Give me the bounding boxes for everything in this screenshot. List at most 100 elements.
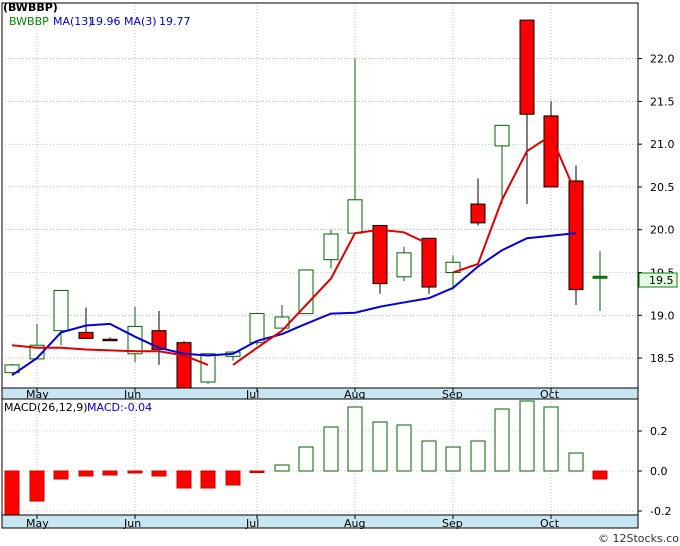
candle	[200, 353, 216, 384]
watermark: © 12Stocks.com	[598, 532, 680, 545]
macd-tick-label: 0.0	[650, 465, 668, 478]
ma3-line	[11, 344, 209, 366]
macd-bar	[225, 470, 241, 486]
candle	[396, 246, 412, 282]
macd-bar	[396, 424, 412, 472]
price-tick-label: 21.0	[650, 138, 675, 151]
candle	[53, 289, 69, 346]
candle	[347, 58, 363, 234]
month-label: May	[26, 388, 49, 401]
month-label: Jul	[245, 388, 259, 401]
candle	[372, 224, 388, 294]
candle-body	[151, 330, 167, 350]
ma13-line	[11, 232, 577, 376]
price-tag: 19.5	[649, 274, 674, 287]
candle-body	[323, 233, 339, 261]
legend-ma3-label: MA(3)	[124, 15, 157, 28]
macd-label: MACD(26,12,9)	[4, 401, 88, 414]
candle-body	[421, 237, 437, 288]
candle	[102, 337, 118, 342]
candle	[323, 229, 339, 269]
candle	[249, 313, 265, 346]
candle-body	[4, 364, 20, 374]
macd-bar	[323, 426, 339, 472]
month-label: Oct	[540, 388, 560, 401]
price-plot-frame	[1, 2, 639, 389]
macd-month-label: Sep	[442, 517, 463, 530]
candle	[78, 307, 94, 340]
macd-bar	[494, 408, 510, 472]
macd-tick-label: 0.2	[650, 425, 668, 438]
macd-bar	[519, 400, 535, 472]
candle-body	[519, 19, 535, 115]
candle	[151, 311, 167, 365]
macd-bar	[372, 421, 388, 472]
month-label: Sep	[442, 388, 463, 401]
candle	[470, 178, 486, 226]
price-tag-box	[638, 272, 678, 288]
price-tick-label: 18.5	[650, 352, 675, 365]
month-label: Jun	[123, 388, 141, 401]
macd-month-label: Aug	[344, 517, 365, 530]
macd-bar	[53, 470, 69, 480]
candle-body	[102, 338, 118, 342]
macd-bar	[470, 440, 486, 472]
candle-body	[200, 353, 216, 383]
price-tick-label: 20.0	[650, 224, 675, 237]
macd-bar	[568, 452, 584, 472]
candle-body	[372, 224, 388, 285]
macd-bar	[176, 470, 192, 489]
candle-body	[494, 124, 510, 147]
candle-body	[543, 115, 559, 188]
macd-month-label: May	[26, 517, 49, 530]
price-panel: 18.5 19.0 19.5 20.0 20.5 21.0 21.5 22.0 May Jun Ju…	[1, 2, 675, 401]
ma3-line	[452, 134, 577, 274]
candle	[519, 19, 535, 205]
price-tick-label: 20.5	[650, 181, 675, 194]
price-tick-label: 21.5	[650, 95, 675, 108]
month-label: Aug	[344, 388, 365, 401]
legend-ma13-value: 19.96	[89, 15, 121, 28]
macd-bar	[543, 406, 559, 472]
legend-symbol: BWBBP	[9, 15, 49, 28]
macd-bar	[127, 470, 143, 474]
macd-bar	[274, 464, 290, 472]
price-tick-label: 22.0	[650, 53, 675, 66]
candle-body	[53, 289, 69, 332]
candle-body	[470, 203, 486, 224]
macd-bar	[445, 446, 461, 472]
candle-body	[396, 252, 412, 278]
macd-bar	[347, 406, 363, 472]
legend-ma3-value: 19.77	[159, 15, 191, 28]
macd-value: MACD:-0.04	[87, 401, 152, 414]
macd-bar	[102, 470, 118, 476]
macd-xaxis-band	[1, 514, 639, 529]
ma3-line	[232, 228, 430, 366]
macd-bar	[249, 470, 265, 473]
candle	[568, 165, 584, 306]
chart-title: (BWBBP)	[3, 1, 58, 14]
candle	[494, 124, 510, 205]
price-tick-label: 19.0	[650, 309, 675, 322]
candle-body	[249, 313, 265, 344]
candle-body	[78, 331, 94, 339]
macd-bar	[592, 470, 608, 480]
macd-bar	[29, 470, 45, 502]
macd-bar	[78, 470, 94, 477]
legend-ma13-label: MA(13)	[53, 15, 93, 28]
candle-body	[176, 342, 192, 389]
candle	[543, 101, 559, 188]
candle	[4, 364, 20, 374]
candle-body	[568, 180, 584, 291]
macd-bar	[4, 470, 20, 516]
macd-month-label: Jun	[123, 517, 141, 530]
macd-bar	[421, 440, 437, 472]
macd-panel: -0.2 0.0 0.2 May Jun Jul Aug Sep Oct	[1, 398, 671, 530]
macd-bar	[151, 470, 167, 477]
candle	[298, 269, 314, 315]
candle-body	[298, 269, 314, 315]
macd-bar	[200, 470, 216, 489]
macd-tick-label: -0.2	[650, 505, 671, 518]
macd-month-label: Jul	[245, 517, 259, 530]
